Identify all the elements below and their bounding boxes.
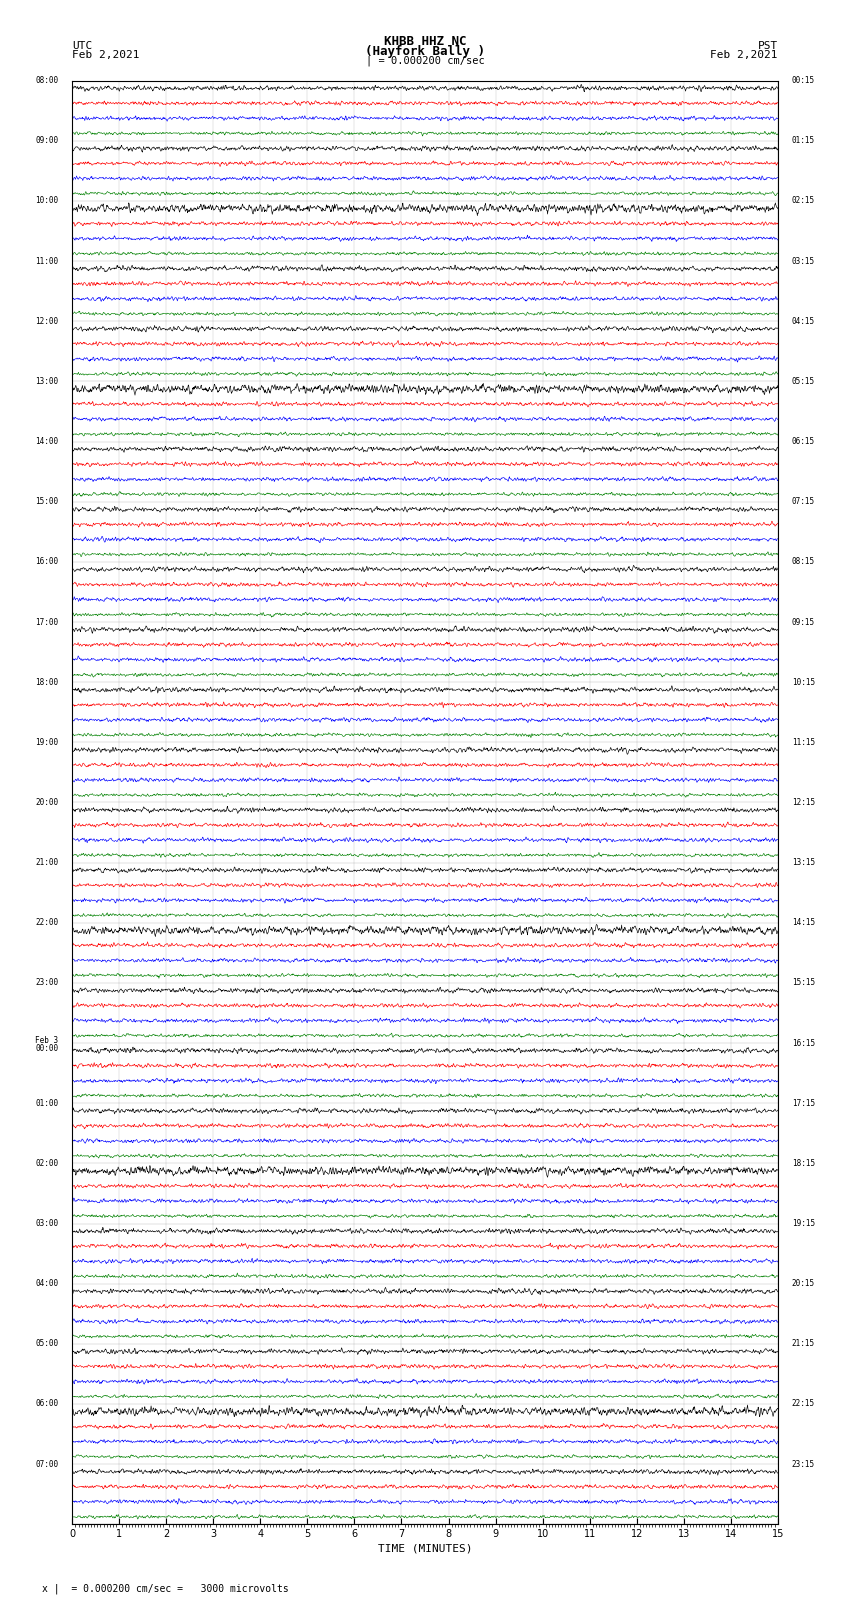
Text: 22:00: 22:00 [35, 918, 58, 927]
Text: 07:00: 07:00 [35, 1460, 58, 1468]
Text: 17:00: 17:00 [35, 618, 58, 626]
Text: 20:15: 20:15 [792, 1279, 815, 1289]
Text: 05:00: 05:00 [35, 1339, 58, 1348]
Text: 23:00: 23:00 [35, 979, 58, 987]
Text: 10:00: 10:00 [35, 197, 58, 205]
Text: 02:15: 02:15 [792, 197, 815, 205]
Text: 01:15: 01:15 [792, 137, 815, 145]
Text: 16:15: 16:15 [792, 1039, 815, 1047]
Text: PST: PST [757, 40, 778, 52]
Text: 15:00: 15:00 [35, 497, 58, 506]
Text: 03:00: 03:00 [35, 1219, 58, 1227]
Text: 06:15: 06:15 [792, 437, 815, 447]
Text: 21:15: 21:15 [792, 1339, 815, 1348]
Text: 03:15: 03:15 [792, 256, 815, 266]
Text: 17:15: 17:15 [792, 1098, 815, 1108]
Text: 18:00: 18:00 [35, 677, 58, 687]
Text: 21:00: 21:00 [35, 858, 58, 868]
Text: 13:15: 13:15 [792, 858, 815, 868]
Text: 08:15: 08:15 [792, 558, 815, 566]
Text: 15:15: 15:15 [792, 979, 815, 987]
Text: 11:15: 11:15 [792, 737, 815, 747]
Text: 14:00: 14:00 [35, 437, 58, 447]
Text: 00:00: 00:00 [35, 1044, 58, 1053]
Text: 09:00: 09:00 [35, 137, 58, 145]
Text: 12:00: 12:00 [35, 316, 58, 326]
X-axis label: TIME (MINUTES): TIME (MINUTES) [377, 1544, 473, 1553]
Text: 20:00: 20:00 [35, 798, 58, 806]
Text: 09:15: 09:15 [792, 618, 815, 626]
Text: 08:00: 08:00 [35, 76, 58, 85]
Text: 19:00: 19:00 [35, 737, 58, 747]
Text: Feb 2,2021: Feb 2,2021 [72, 50, 139, 60]
Text: 11:00: 11:00 [35, 256, 58, 266]
Text: 04:00: 04:00 [35, 1279, 58, 1289]
Text: 04:15: 04:15 [792, 316, 815, 326]
Text: KHBB HHZ NC: KHBB HHZ NC [383, 35, 467, 48]
Text: (Hayfork Bally ): (Hayfork Bally ) [365, 45, 485, 58]
Text: 01:00: 01:00 [35, 1098, 58, 1108]
Text: 10:15: 10:15 [792, 677, 815, 687]
Text: 23:15: 23:15 [792, 1460, 815, 1468]
Text: 19:15: 19:15 [792, 1219, 815, 1227]
Text: 02:00: 02:00 [35, 1158, 58, 1168]
Text: | = 0.000200 cm/sec: | = 0.000200 cm/sec [366, 55, 484, 66]
Text: 00:15: 00:15 [792, 76, 815, 85]
Text: Feb 3: Feb 3 [35, 1036, 58, 1045]
Text: 13:00: 13:00 [35, 377, 58, 386]
Text: 16:00: 16:00 [35, 558, 58, 566]
Text: 22:15: 22:15 [792, 1400, 815, 1408]
Text: x |  = 0.000200 cm/sec =   3000 microvolts: x | = 0.000200 cm/sec = 3000 microvolts [42, 1582, 289, 1594]
Text: Feb 2,2021: Feb 2,2021 [711, 50, 778, 60]
Text: 06:00: 06:00 [35, 1400, 58, 1408]
Text: UTC: UTC [72, 40, 93, 52]
Text: 18:15: 18:15 [792, 1158, 815, 1168]
Text: 14:15: 14:15 [792, 918, 815, 927]
Text: 05:15: 05:15 [792, 377, 815, 386]
Text: 12:15: 12:15 [792, 798, 815, 806]
Text: 07:15: 07:15 [792, 497, 815, 506]
